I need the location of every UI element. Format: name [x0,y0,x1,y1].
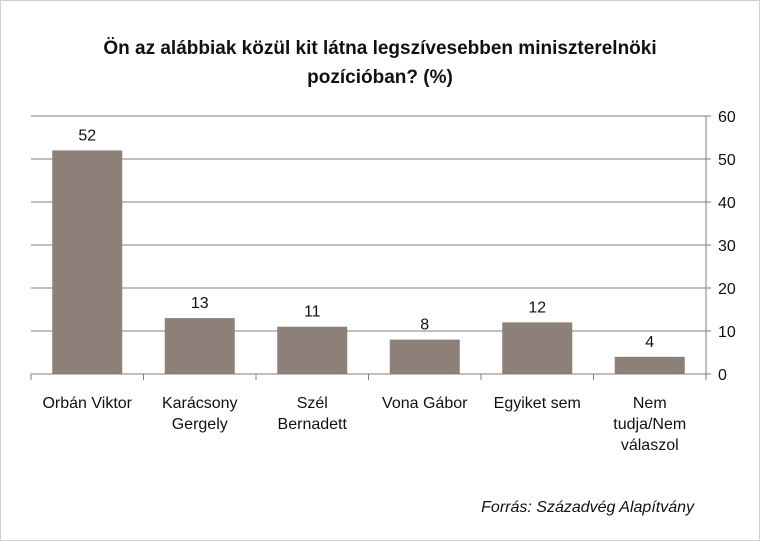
x-tick-label: Vona Gábor [382,395,468,412]
x-tick-label: Nem tudja/Nem válaszol [613,395,686,454]
data-label: 4 [645,334,654,351]
bar [389,339,460,374]
y-tick-label: 0 [718,367,727,384]
y-tick-label: 10 [718,324,736,341]
x-tick-label: Egyiket sem [494,395,581,412]
x-tick-label: Szél Bernadett [278,395,348,433]
x-tick-label: Orbán Viktor [42,395,132,412]
data-label: 12 [528,299,546,316]
data-label: 52 [78,127,96,144]
y-tick-label: 50 [718,152,736,169]
bar [52,150,123,374]
bar [164,318,235,374]
y-tick-label: 30 [718,238,736,255]
bar [502,322,573,374]
source-note: Forrás: Századvég Alapítvány [481,499,694,516]
y-tick-label: 20 [718,281,736,298]
chart-title: Ön az alábbiak közül kit látna legszíves… [103,38,657,88]
y-tick-label: 60 [718,109,736,126]
data-label: 11 [304,304,321,321]
bar [277,326,348,374]
x-tick-label: Karácsony Gergely [162,395,238,433]
data-label: 8 [420,317,429,334]
y-tick-label: 40 [718,195,736,212]
data-label: 13 [191,295,209,312]
bar [614,356,685,374]
